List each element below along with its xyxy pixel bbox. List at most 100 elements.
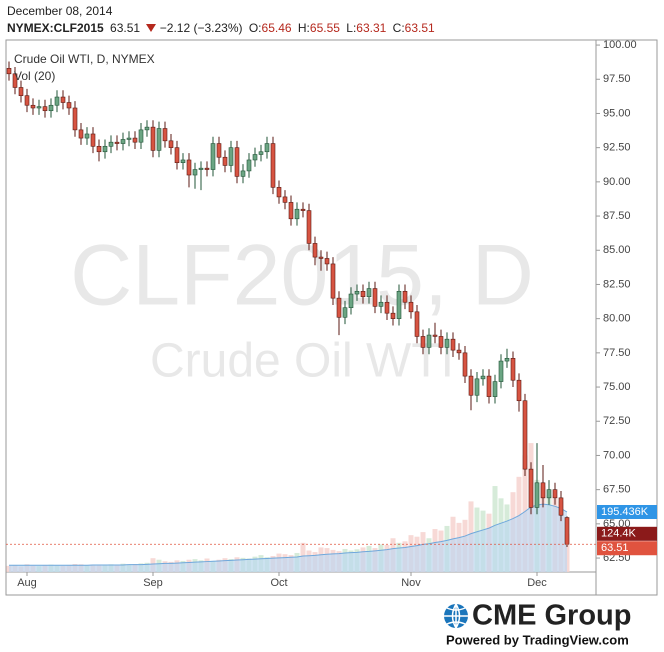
candle-body — [552, 489, 558, 499]
y-tick-label: 72.50 — [603, 415, 631, 427]
candle-body — [342, 307, 348, 318]
candle-body — [468, 375, 474, 396]
candle-body — [24, 95, 30, 106]
low-label: L: — [346, 21, 357, 35]
candle-body — [348, 293, 354, 309]
candle-body — [84, 133, 90, 139]
candle-layer — [6, 61, 570, 547]
logo-name: CME Group — [472, 600, 632, 632]
candle-body — [234, 147, 240, 177]
candle-body — [426, 334, 432, 348]
candle-body — [420, 336, 426, 348]
candle-body — [462, 352, 468, 377]
candle-body — [408, 301, 414, 313]
x-tick-label: Sep — [143, 577, 163, 589]
candle-body — [528, 468, 534, 508]
watermark-symbol: CLF2015, D — [70, 228, 534, 324]
candle-body — [492, 381, 498, 397]
candle-body — [324, 258, 330, 265]
candle-body — [444, 338, 450, 348]
candle-body — [402, 290, 408, 303]
volume-marker-box — [597, 505, 657, 520]
y-tick-label: 77.50 — [603, 347, 631, 359]
candle-body — [366, 288, 372, 298]
chart-title: Crude Oil WTI, D, NYMEX — [14, 52, 155, 66]
candle-body — [186, 159, 192, 176]
y-tick-label: 70.00 — [603, 449, 631, 461]
high-label: H: — [297, 21, 310, 35]
change: −2.12 (−3.23%) — [159, 21, 243, 35]
candle-body — [564, 517, 570, 545]
x-tick-label: Oct — [270, 577, 287, 589]
header-date: December 08, 2014 — [7, 4, 113, 18]
candle-body — [192, 169, 198, 176]
y-tick-label: 85.00 — [603, 244, 631, 256]
candle-body — [222, 156, 228, 166]
candle-body — [474, 378, 480, 396]
candle-body — [276, 187, 282, 198]
volume-ma-line — [9, 503, 568, 566]
candle-body — [522, 400, 528, 470]
candle-body — [384, 301, 390, 314]
y-tick-label: 100.00 — [603, 39, 637, 51]
y-tick-label: 97.50 — [603, 73, 631, 85]
y-tick-label: 65.00 — [603, 518, 631, 530]
last-price-tag: 63.51 — [601, 542, 629, 554]
candle-body — [264, 143, 270, 153]
candle-body — [168, 140, 174, 148]
volume-layer — [6, 443, 570, 572]
candle-body — [306, 210, 312, 244]
high-value: 65.55 — [309, 21, 340, 35]
candle-body — [114, 141, 120, 144]
y-tick-label: 82.50 — [603, 278, 631, 290]
candle-body — [504, 358, 510, 362]
candle-body — [378, 301, 384, 307]
x-tick-label: Dec — [527, 577, 547, 589]
candle-body — [438, 336, 444, 348]
candle-body — [162, 128, 168, 142]
candle-body — [36, 106, 42, 109]
last-price-tag-box — [597, 541, 657, 556]
candle-body — [372, 288, 378, 307]
last-price: 63.51 — [110, 21, 141, 35]
candle-body — [66, 102, 72, 109]
candle-body — [456, 349, 462, 354]
candle-body — [540, 482, 546, 499]
candle-body — [150, 126, 156, 151]
candle-body — [102, 145, 108, 153]
candle-body — [198, 167, 204, 170]
candle-body — [498, 360, 504, 382]
candle-body — [288, 202, 294, 220]
candle-body — [180, 159, 186, 164]
candle-body — [390, 312, 396, 319]
volume-marker: 124.4K — [601, 528, 637, 540]
candle-body — [252, 154, 258, 161]
candle-body — [96, 145, 102, 153]
watermark: CLF2015, D Crude Oil WTI — [70, 228, 534, 388]
candle-body — [240, 170, 246, 177]
volume-marker-box — [597, 526, 657, 541]
y-tick-label: 67.50 — [603, 484, 631, 496]
y-tick-label: 92.50 — [603, 142, 631, 154]
candle-body — [132, 137, 138, 143]
quote-line: NYMEX:CLF2015 63.51 −2.12 (−3.23%) O: 65.… — [7, 20, 438, 37]
symbol: NYMEX:CLF2015 — [7, 21, 104, 35]
watermark-name: Crude Oil WTI — [150, 335, 454, 388]
candle-body — [480, 375, 486, 380]
y-tick-label: 87.50 — [603, 210, 631, 222]
candle-body — [330, 263, 336, 299]
open-label: O: — [248, 21, 262, 35]
indicator-name: Vol (20) — [14, 69, 55, 83]
x-tick-label: Nov — [401, 577, 421, 589]
y-tick-label: 80.00 — [603, 313, 631, 325]
candle-body — [270, 143, 276, 188]
y-tick-label: 75.00 — [603, 381, 631, 393]
header: December 08, 2014 NYMEX:CLF2015 63.51 −2… — [7, 3, 438, 37]
candle-body — [174, 147, 180, 164]
candle-body — [354, 290, 360, 295]
y-tick-label: 95.00 — [603, 107, 631, 119]
x-tick-label: Aug — [17, 577, 37, 589]
candle-body — [90, 133, 96, 147]
